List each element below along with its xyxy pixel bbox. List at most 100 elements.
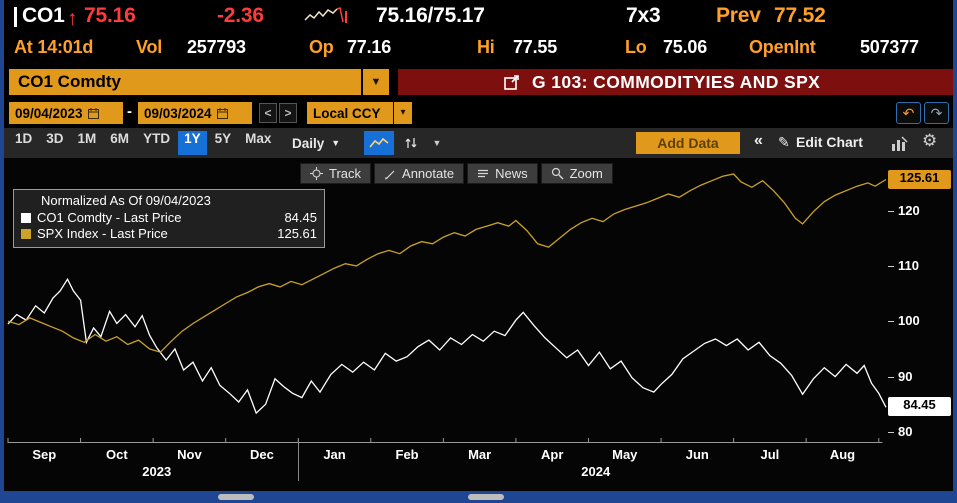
x-axis-month-label: Nov (177, 447, 202, 462)
x-axis-year-label: 2024 (581, 464, 611, 479)
currency-dropdown-button[interactable]: ▾ (394, 102, 412, 124)
tool-annotate[interactable]: Annotate (374, 163, 465, 184)
chart-edit-icon (892, 136, 908, 151)
x-axis-month-label: Feb (395, 447, 419, 462)
range-6m[interactable]: 6M (110, 131, 130, 146)
date-range-row: 09/04/2023 - 09/03/2024 < > Local CCY ▾ … (4, 100, 953, 128)
volume-value: 257793 (187, 37, 246, 57)
range-1d[interactable]: 1D (15, 131, 33, 146)
line-chart-type-button[interactable] (364, 131, 394, 155)
x-axis-month-label: Mar (468, 447, 492, 462)
undo-button[interactable]: ↶ (896, 102, 921, 124)
cursor-bar (14, 7, 17, 27)
y-axis-label: 120 (898, 202, 920, 218)
quote-time: At 14:01d (14, 37, 94, 57)
chevron-down-icon: ▼ (331, 138, 341, 148)
last-price-badge: 125.61 (888, 169, 951, 189)
range-5y[interactable]: 5Y (214, 131, 232, 146)
collapse-panel-button[interactable]: « (754, 132, 763, 149)
price-change: -2.36 (217, 4, 264, 27)
legend-label: CO1 Comdty - Last Price (37, 210, 182, 225)
tool-label: Annotate (402, 166, 455, 181)
tool-news[interactable]: News (467, 163, 538, 184)
prev-close: 77.52 (774, 4, 826, 27)
quote-row-2: At 14:01d Vol 257793 Op 77.16 Hi 77.55 L… (4, 34, 953, 62)
date-prev-button[interactable]: < (259, 103, 277, 123)
tool-label: Zoom (569, 166, 603, 181)
terminal-content: CO1 ↑ 75.16 -2.36 75.16/75.17 7x3 Prev 7… (4, 0, 953, 491)
range-ytd[interactable]: YTD (143, 131, 171, 146)
end-date-value: 09/03/2024 (144, 105, 212, 121)
zoom-icon (551, 167, 564, 180)
scrollbar-segment[interactable] (218, 494, 254, 500)
annotate-icon (384, 168, 396, 180)
y-axis-tick (888, 321, 894, 323)
chevron-down-icon: ▾ (400, 107, 406, 118)
news-icon (477, 168, 489, 180)
legend-items: CO1 Comdty - Last Price 84.45 SPX Index - … (21, 210, 317, 242)
edit-chart-button[interactable]: Edit Chart (796, 134, 863, 150)
sparkline-icon (304, 7, 347, 23)
x-axis-month-label: Aug (829, 447, 856, 462)
chart-title-bar: G 103: COMMODITYIES AND SPX (398, 69, 953, 95)
chart-area[interactable]: Track Annotate News Zoom Normalized As Of 0… (4, 158, 953, 491)
high-value: 77.55 (513, 37, 558, 57)
security-dropdown-button[interactable]: ▼ (363, 69, 389, 95)
legend-item[interactable]: SPX Index - Last Price 125.61 (21, 226, 317, 242)
legend-item[interactable]: CO1 Comdty - Last Price 84.45 (21, 210, 317, 226)
y-axis-tick (888, 210, 894, 212)
currency-select[interactable]: Local CCY (307, 102, 393, 124)
openint-value: 507377 (860, 37, 919, 57)
low-label: Lo (625, 37, 647, 57)
tool-label: Track (329, 166, 362, 181)
chart-title: G 103: COMMODITYIES AND SPX (532, 71, 821, 92)
year-separator-line (298, 439, 299, 481)
chevron-down-icon: ▼ (432, 138, 442, 148)
volume-label: Vol (136, 37, 163, 57)
date-next-button[interactable]: > (279, 103, 297, 123)
x-axis-month-label: Jan (323, 447, 346, 462)
legend-swatch (21, 213, 31, 223)
y-axis-tick (888, 431, 894, 433)
range-3d[interactable]: 3D (46, 131, 64, 146)
add-data-field[interactable]: Add Data (636, 132, 740, 154)
redo-button[interactable]: ↷ (924, 102, 949, 124)
range-1y[interactable]: 1Y (178, 131, 207, 155)
y-axis-tick (888, 265, 894, 267)
up-down-arrows-icon (405, 138, 417, 148)
range-max[interactable]: Max (245, 131, 272, 146)
chart-settings-button[interactable] (888, 133, 912, 155)
quote-row-1: CO1 ↑ 75.16 -2.36 75.16/75.17 7x3 Prev 7… (4, 0, 953, 34)
start-date-input[interactable]: 09/04/2023 (9, 102, 123, 124)
low-value: 75.06 (663, 37, 708, 57)
chevron-down-icon: ▼ (370, 76, 382, 88)
scrollbar-segment[interactable] (468, 494, 504, 500)
x-axis-month-label: Jun (685, 447, 709, 462)
price-plot (7, 173, 887, 443)
undo-icon: ↶ (902, 105, 915, 121)
legend-swatch (21, 229, 31, 239)
y-axis-label: 90 (898, 368, 913, 384)
tool-zoom[interactable]: Zoom (540, 163, 613, 184)
security-input[interactable]: CO1 Comdty (9, 69, 361, 95)
legend-title: Normalized As Of 09/04/2023 (41, 193, 211, 208)
chart-options-dropdown[interactable]: ▼ (428, 131, 446, 155)
end-date-input[interactable]: 09/03/2024 (138, 102, 252, 124)
redo-icon: ↷ (930, 105, 943, 121)
legend-box: Normalized As Of 09/04/2023 CO1 Comdty -… (13, 189, 325, 248)
x-axis-month-label: Oct (105, 447, 128, 462)
compare-sort-button[interactable] (398, 131, 424, 155)
calendar-icon (216, 107, 228, 119)
security-row: CO1 Comdty ▼ G 103: COMMODITYIES AND SPX (4, 68, 953, 96)
tool-track[interactable]: Track (300, 163, 372, 184)
period-select[interactable]: Daily ▼ (292, 131, 340, 155)
launch-icon[interactable] (504, 74, 520, 90)
range-1m[interactable]: 1M (77, 131, 97, 146)
openint-label: OpenInt (749, 37, 816, 57)
settings-gear-button[interactable]: ⚙ (922, 131, 937, 151)
open-value: 77.16 (347, 37, 392, 57)
x-axis-month-label: Apr (541, 447, 564, 462)
period-label: Daily (292, 135, 325, 151)
start-date-value: 09/04/2023 (15, 105, 83, 121)
